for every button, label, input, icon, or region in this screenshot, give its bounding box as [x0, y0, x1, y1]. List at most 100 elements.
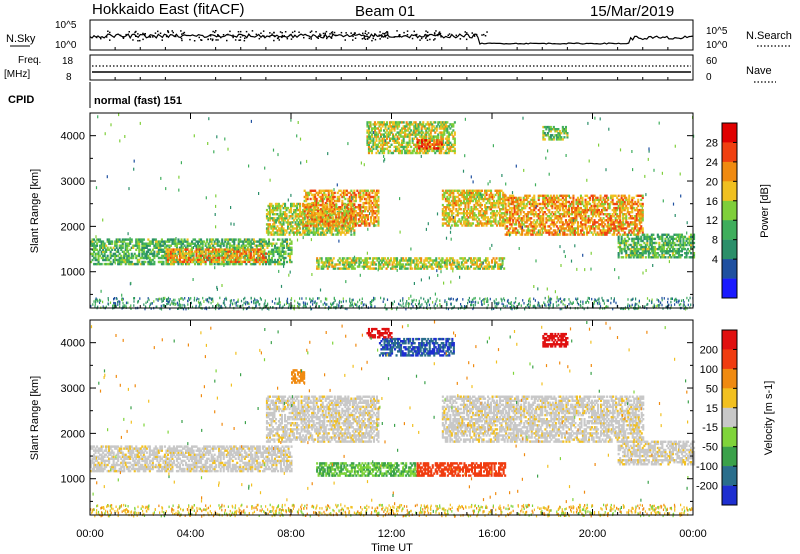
heatmap-cell [283, 250, 286, 253]
noise-dot [367, 32, 370, 34]
heatmap-cell [316, 265, 319, 268]
noise-dot [329, 33, 331, 35]
heatmap-cell [138, 246, 141, 249]
heatmap-cell [182, 262, 185, 266]
heatmap-cell [341, 206, 344, 209]
heatmap-cell [124, 242, 127, 245]
heatmap-cell [261, 246, 264, 249]
heatmap-cell [356, 206, 359, 209]
heatmap-cell [261, 252, 264, 256]
heatmap-cell [480, 189, 483, 192]
heatmap-cell [451, 259, 454, 262]
heatmap-cell [124, 238, 127, 241]
heatmap-cell [429, 131, 432, 134]
heatmap-cell [201, 246, 204, 249]
heatmap-cell [261, 244, 264, 247]
heatmap-cell [245, 254, 248, 258]
heatmap-cell [270, 258, 273, 262]
heatmap-cell [136, 258, 139, 262]
heatmap-cell [297, 208, 300, 212]
heatmap-cell [437, 143, 440, 146]
heatmap-cell [296, 233, 299, 236]
heatmap-cell [302, 213, 305, 216]
heatmap-cell [336, 233, 339, 236]
heatmap-cell [254, 244, 257, 247]
heatmap-cell [264, 258, 267, 261]
heatmap-cell [94, 248, 97, 251]
heatmap-cell [339, 233, 342, 236]
heatmap-cell [165, 244, 168, 247]
heatmap-cell [213, 242, 216, 245]
heatmap-cell [450, 131, 453, 134]
noise-dot [137, 33, 139, 35]
heatmap-cell [329, 216, 332, 219]
heatmap-cell [290, 252, 293, 256]
heatmap-cell [237, 240, 240, 243]
noise-dot [420, 37, 423, 40]
heatmap-cell [106, 262, 109, 266]
heatmap-cell [126, 254, 129, 258]
heatmap-cell [274, 202, 277, 206]
heatmap-cell [248, 244, 251, 247]
heatmap-cell [332, 233, 335, 236]
heatmap-cell [279, 211, 282, 214]
heatmap-cell [281, 254, 284, 258]
heatmap-cell [372, 220, 375, 223]
heatmap-cell [512, 194, 515, 197]
heatmap-cell [306, 224, 309, 227]
heatmap-cell [189, 242, 192, 245]
heatmap-cell [99, 244, 102, 247]
heatmap-cell [474, 257, 477, 260]
heatmap-cell [284, 229, 287, 232]
noise-dot [386, 31, 389, 33]
heatmap-cell [303, 233, 306, 236]
heatmap-cell [213, 260, 216, 263]
heatmap-cell [222, 258, 225, 261]
heatmap-cell [335, 220, 338, 223]
heatmap-cell [297, 217, 300, 220]
heatmap-cell [430, 267, 433, 270]
heatmap-cell [183, 248, 186, 251]
heatmap-cell [330, 217, 333, 220]
noise-dot [411, 37, 414, 40]
heatmap-cell [183, 258, 186, 261]
heatmap-cell [371, 259, 374, 262]
heatmap-cell [483, 267, 486, 270]
heatmap-cell [251, 248, 254, 251]
noise-dot [383, 32, 386, 35]
heatmap-cell [180, 262, 183, 266]
heatmap-cell [308, 220, 311, 223]
heatmap-cell [576, 221, 579, 224]
noise-dot [352, 39, 354, 41]
heatmap-cell [369, 135, 372, 138]
heatmap-cell [254, 262, 257, 266]
heatmap-cell [99, 248, 102, 251]
heatmap-cell [372, 212, 375, 215]
heatmap-cell [326, 261, 329, 264]
heatmap-cell [347, 224, 350, 227]
heatmap-cell [261, 254, 264, 257]
heatmap-cell [228, 250, 231, 253]
heatmap-cell [296, 219, 299, 222]
heatmap-cell [276, 206, 279, 210]
heatmap-cell [212, 256, 215, 260]
heatmap-cell [156, 240, 159, 243]
heatmap-cell [478, 267, 481, 270]
heatmap-cell [221, 262, 224, 266]
heatmap-cell [276, 213, 279, 216]
heatmap-cell [347, 210, 350, 213]
heatmap-cell [379, 259, 382, 262]
heatmap-cell [426, 265, 429, 268]
heatmap-cell [276, 246, 279, 249]
heatmap-cell [328, 261, 331, 264]
heatmap-cell [359, 203, 362, 207]
heatmap-cell [151, 242, 154, 245]
heatmap-cell [144, 242, 147, 245]
noise-dot [366, 33, 368, 36]
heatmap-cell [312, 220, 315, 223]
heatmap-cell [117, 258, 120, 262]
heatmap-cell [324, 195, 327, 199]
heatmap-cell [136, 262, 139, 266]
noise-dot [310, 30, 313, 32]
heatmap-cell [294, 213, 297, 216]
